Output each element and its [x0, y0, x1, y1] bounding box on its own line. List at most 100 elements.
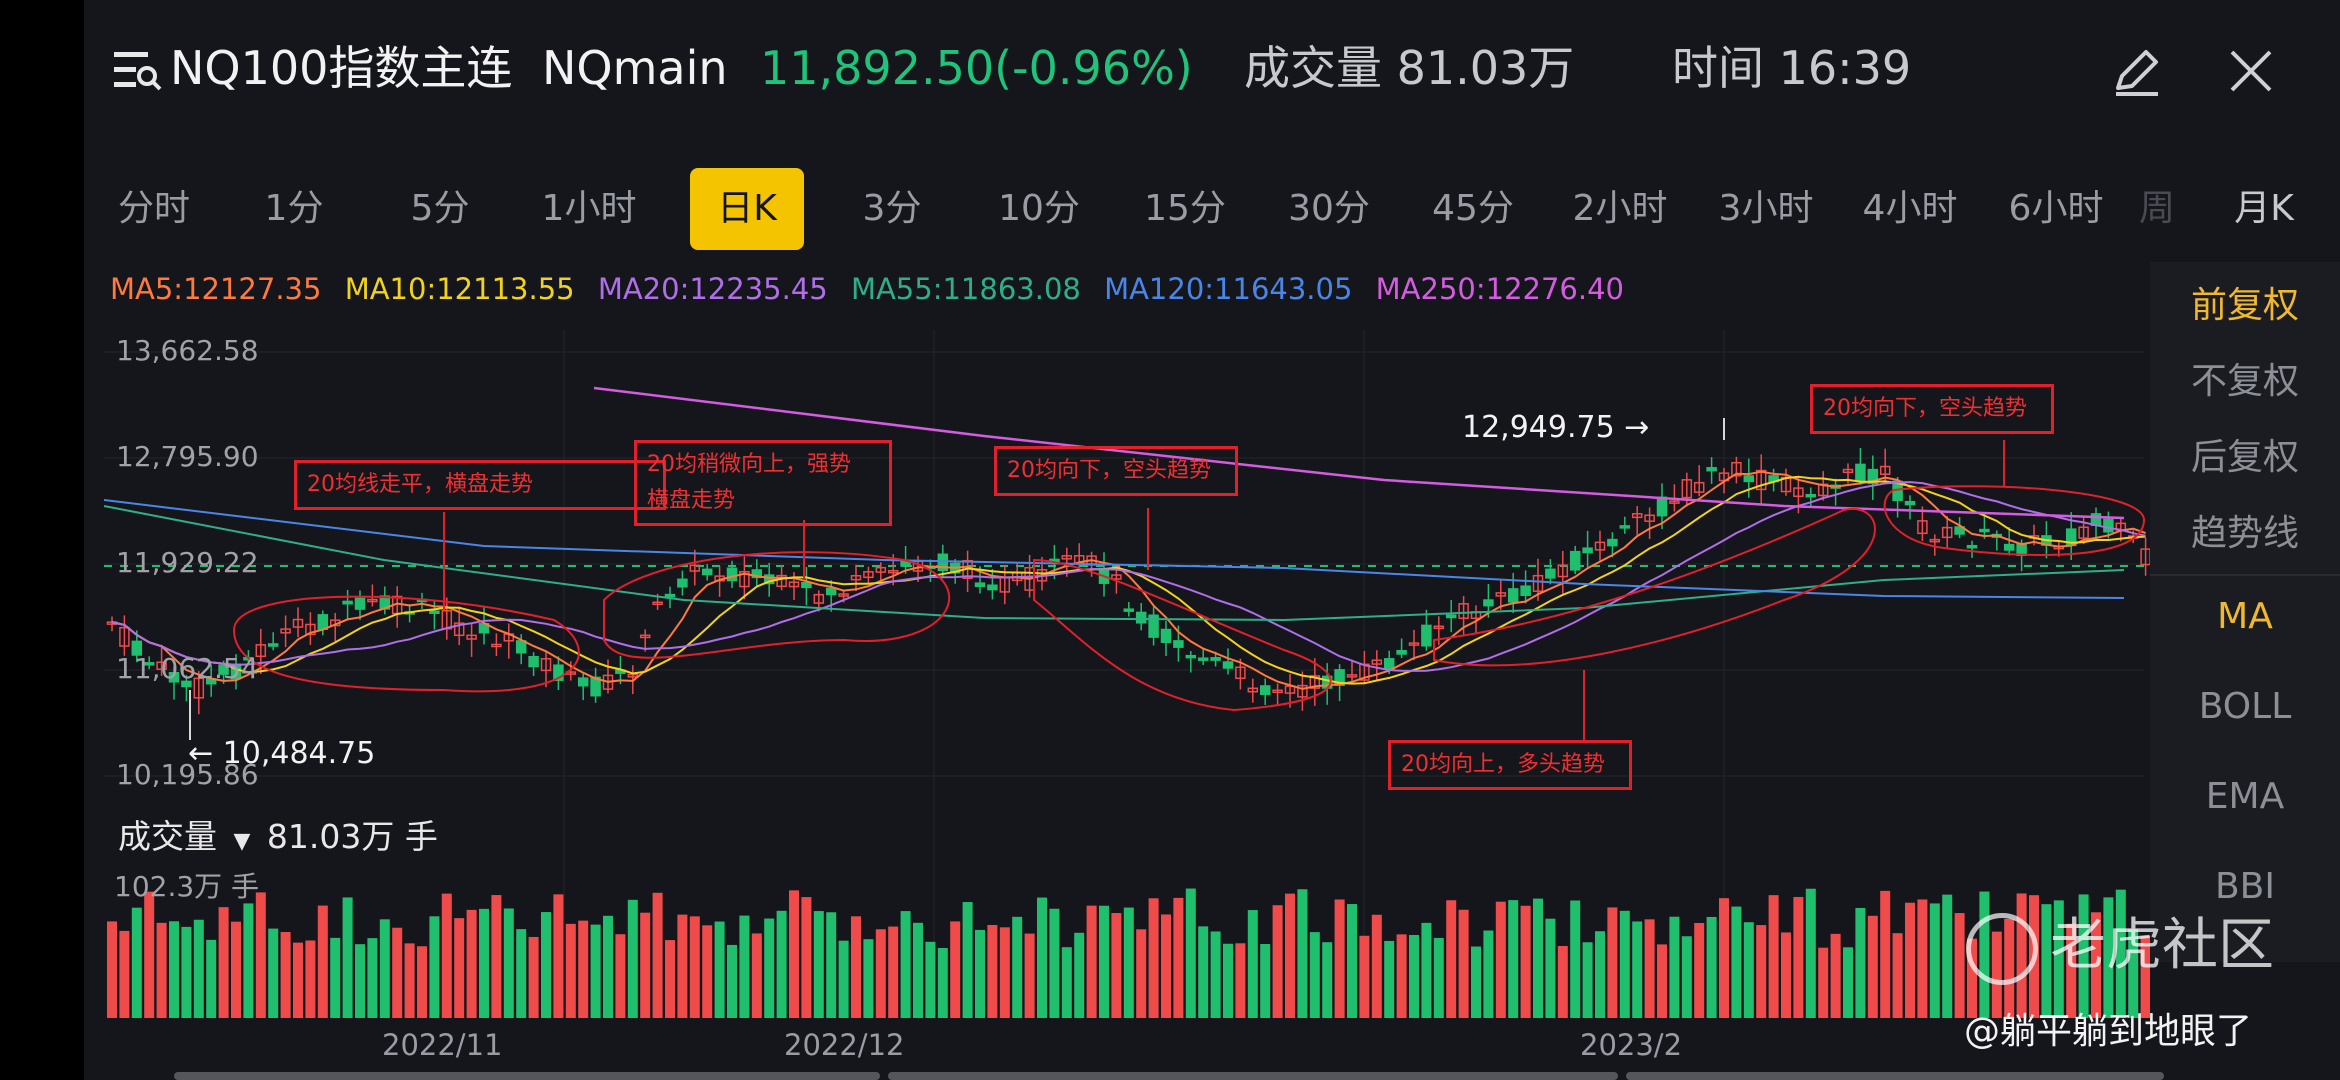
volume-bar	[801, 897, 812, 1018]
candle-body	[1569, 550, 1581, 571]
tab-5min[interactable]: 5分	[410, 188, 470, 229]
volume-bar	[1099, 905, 1109, 1018]
volume-indicator-label[interactable]: 成交量 ▼ 81.03万 手	[118, 810, 438, 858]
candle-body	[1148, 614, 1159, 638]
tiger-logo-icon	[1966, 912, 2038, 985]
tab-45min[interactable]: 45分	[1432, 188, 1514, 229]
candle-body	[639, 634, 651, 639]
edit-icon[interactable]	[2108, 44, 2164, 100]
tab-2hour[interactable]: 2小时	[1572, 188, 1668, 229]
candle-body	[1607, 538, 1618, 547]
volume-bar	[1619, 910, 1630, 1018]
volume-bar	[2128, 929, 2139, 1018]
adjust-forward[interactable]: 前复权	[2190, 285, 2299, 326]
candle-body	[131, 640, 143, 656]
tab-daily-k[interactable]: 日K	[690, 168, 804, 250]
volume-bar	[553, 894, 564, 1018]
list-search-icon[interactable]	[114, 48, 164, 92]
candle-body	[2016, 543, 2027, 557]
candle-body	[1421, 624, 1432, 647]
candle-body	[1061, 555, 1073, 560]
volume-bar	[1731, 906, 1742, 1018]
tab-week[interactable]: 周	[2138, 188, 2175, 229]
volume-bar	[392, 927, 403, 1018]
volume-bar	[1632, 921, 1643, 1018]
indicator-panel: 前复权 不复权 后复权 趋势线 MA BOLL EMA BBI	[2150, 262, 2340, 962]
volume-bar	[131, 907, 142, 1018]
candle-body	[1383, 658, 1395, 669]
volume-bar	[2091, 912, 2101, 1018]
volume-bar	[181, 926, 192, 1018]
tab-1hour[interactable]: 1小时	[541, 188, 637, 229]
tab-monthly-k[interactable]: 月K	[2234, 188, 2294, 229]
trendline-option[interactable]: 趋势线	[2190, 513, 2299, 554]
volume-bar	[1471, 946, 1481, 1018]
candle-body	[1495, 592, 1507, 597]
volume-bar	[1880, 890, 1891, 1018]
candle-body	[1111, 574, 1122, 580]
candle-body	[1693, 481, 1705, 493]
adjust-none[interactable]: 不复权	[2190, 361, 2299, 402]
volume-bar	[1929, 903, 1940, 1018]
candle-body	[1966, 544, 1978, 549]
volume-bar	[1322, 942, 1333, 1018]
candlestick-chart[interactable]	[84, 0, 2150, 1080]
indicator-bbi[interactable]: BBI	[2214, 866, 2275, 907]
volume-bar	[367, 938, 378, 1018]
scroll-track[interactable]	[174, 1072, 880, 1080]
candle-body	[838, 593, 849, 597]
volume-bar	[1582, 942, 1593, 1018]
date-label: 2022/12	[784, 1028, 905, 1062]
volume-bar	[776, 910, 787, 1018]
tab-10min[interactable]: 10分	[998, 188, 1080, 229]
tab-3min[interactable]: 3分	[862, 188, 922, 229]
indicator-ema[interactable]: EMA	[2205, 776, 2285, 817]
volume-bar	[925, 941, 936, 1018]
volume-bar	[1570, 900, 1581, 1018]
scroll-track[interactable]	[1626, 1072, 2164, 1080]
close-icon[interactable]	[2226, 46, 2276, 96]
volume-bar	[1855, 907, 1866, 1018]
volume-bar	[987, 924, 998, 1018]
tab-4hour[interactable]: 4小时	[1862, 188, 1958, 229]
volume-bar	[317, 905, 328, 1018]
candle-body	[1197, 657, 1209, 661]
tab-fenshi[interactable]: 分时	[117, 188, 190, 229]
date-label: 2023/2	[1580, 1028, 1683, 1062]
volume-bar	[739, 915, 750, 1018]
volume-bar	[1756, 925, 1767, 1018]
tab-3hour[interactable]: 3小时	[1718, 188, 1814, 229]
candle-body	[1867, 468, 1879, 485]
volume-bar	[1409, 934, 1419, 1018]
candle-body	[119, 626, 130, 647]
volume-bar	[516, 929, 527, 1018]
candle-body	[652, 601, 663, 606]
volume-bar	[1347, 904, 1357, 1018]
indicator-ma[interactable]: MA	[2217, 596, 2273, 637]
candle-body	[1842, 468, 1854, 474]
volume-bar	[1743, 922, 1754, 1018]
volume-bar	[1086, 905, 1097, 1018]
adjust-backward[interactable]: 后复权	[2190, 437, 2299, 478]
tab-6hour[interactable]: 6小时	[2008, 188, 2104, 229]
scroll-track[interactable]	[888, 1072, 1618, 1080]
candle-body	[1247, 687, 1259, 693]
tab-1min[interactable]: 1分	[264, 188, 324, 229]
candle-body	[1941, 526, 1953, 539]
volume-bar	[1495, 901, 1506, 1018]
candle-body	[1631, 513, 1643, 519]
volume-bar	[2053, 900, 2064, 1018]
volume-bar	[565, 923, 576, 1018]
volume-bar	[1867, 915, 1878, 1018]
tab-15min[interactable]: 15分	[1144, 188, 1226, 229]
volume-bar	[1371, 914, 1382, 1018]
volume-bar	[330, 937, 341, 1018]
candle-body	[664, 593, 676, 598]
volume-bar	[603, 915, 613, 1018]
candle-body	[763, 574, 775, 585]
candle-body	[1755, 469, 1767, 491]
indicator-boll[interactable]: BOLL	[2198, 686, 2292, 727]
volume-bar	[1706, 916, 1717, 1018]
volume-bar	[1235, 943, 1246, 1018]
tab-30min[interactable]: 30分	[1288, 188, 1370, 229]
